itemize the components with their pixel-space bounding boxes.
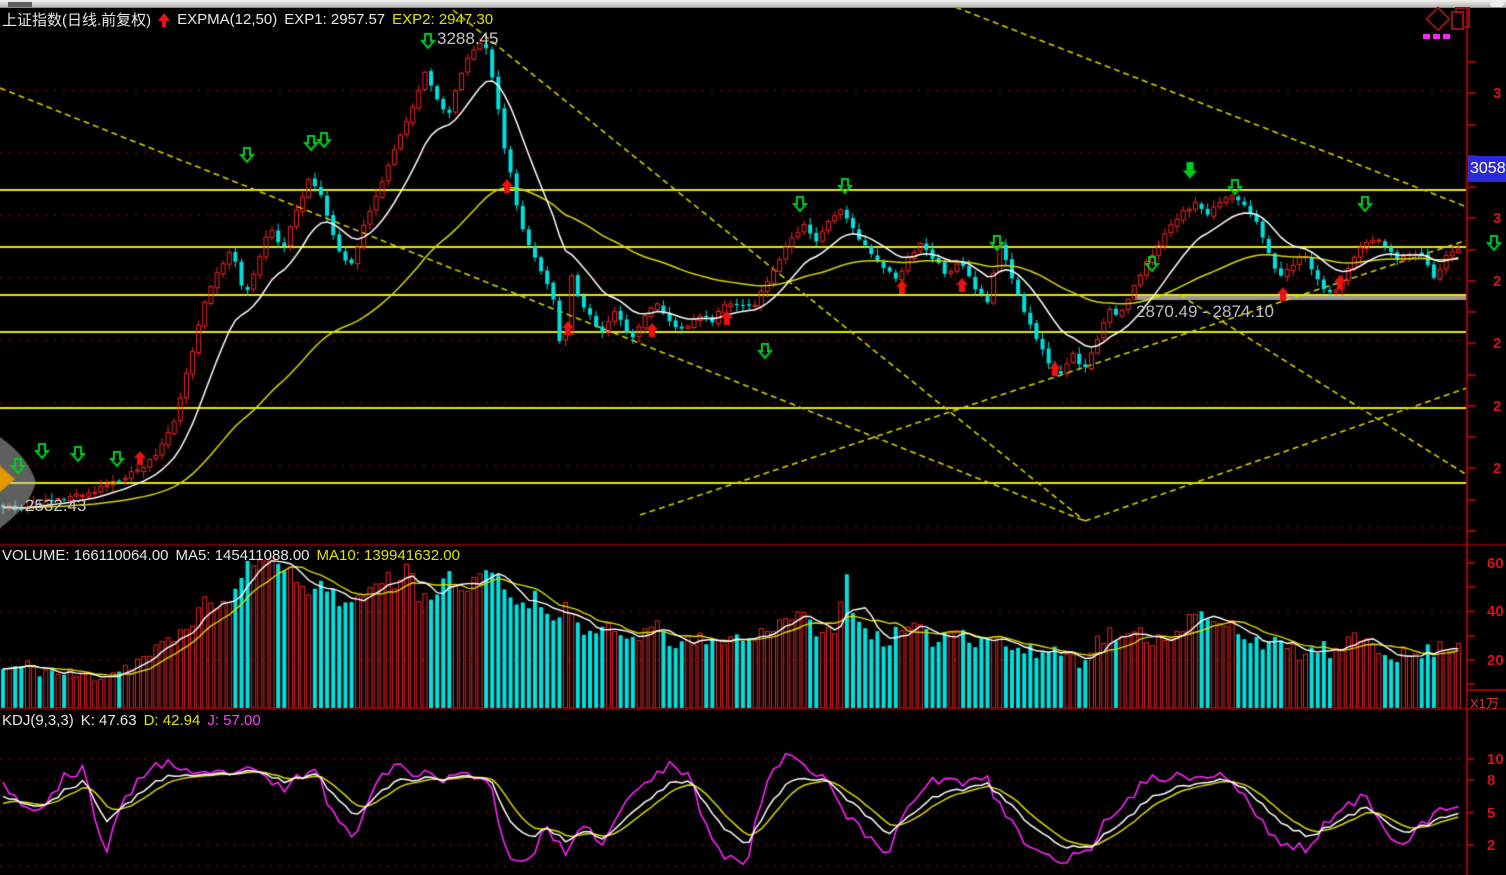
price-pane-header: 上证指数(日线.前复权) EXPMA(12,50) EXP1: 2957.57 … [2,9,493,30]
window-tool-icon[interactable] [1451,7,1471,30]
kdj-d-value: D: 42.94 [143,712,201,729]
volume-unit-label: X1万 [1470,696,1499,711]
kdj-pane-header: KDJ(9,3,3) K: 47.63 D: 42.94 J: 57.00 [2,712,261,729]
kdj-axis-label: 5 [1487,805,1496,822]
kdj-axis-label: 8 [1487,772,1496,789]
price-axis-label: 2 [1493,398,1502,415]
volume-axis-label: 60 [1487,555,1504,572]
kdj-axis-label: 2 [1487,837,1496,854]
more-options-icon[interactable] [1423,34,1455,40]
peak-price-annotation: 3288.45 [437,29,499,48]
volume-axis-label: 20 [1487,652,1504,669]
exp2-value: EXP2: 2947.30 [392,11,494,28]
window-top-strip-scroll-end [1490,1,1504,7]
window-top-strip [0,0,1506,8]
gap-range-annotation: 2870.49 - 2874.10 [1136,302,1275,321]
price-axis-label: 3 [1493,210,1502,227]
price-axis-label: 2 [1493,335,1502,352]
up-arrow-icon [158,12,171,27]
price-axis-label: 2 [1493,273,1502,290]
kdj-j-value: J: 57.00 [207,712,261,729]
kdj-label: KDJ(9,3,3) [2,712,74,729]
page-title: 上证指数(日线.前复权) [2,12,152,29]
window-icon-front-rect [1451,11,1464,30]
volume-axis-label: 40 [1487,603,1504,620]
kdj-axis-label: 10 [1487,751,1504,768]
window-top-strip-tab [8,2,32,7]
volume-value: VOLUME: 166110064.00 [2,547,169,564]
indicator-label: EXPMA(12,50) [177,11,278,28]
volume-pane-header: VOLUME: 166110064.00 MA5: 145411088.00 M… [2,547,460,564]
price-axis-label: 2 [1493,460,1502,477]
exp1-value: EXP1: 2957.57 [284,11,386,28]
volume-ma5-value: MA5: 145411088.00 [175,547,310,564]
price-axis-label: 3 [1493,85,1502,102]
volume-ma10-value: MA10: 139941632.00 [316,547,460,564]
kdj-k-value: K: 47.63 [80,712,137,729]
low-price-annotation: ←2532.43 [8,496,87,515]
price-tag: 3058 [1468,156,1506,182]
